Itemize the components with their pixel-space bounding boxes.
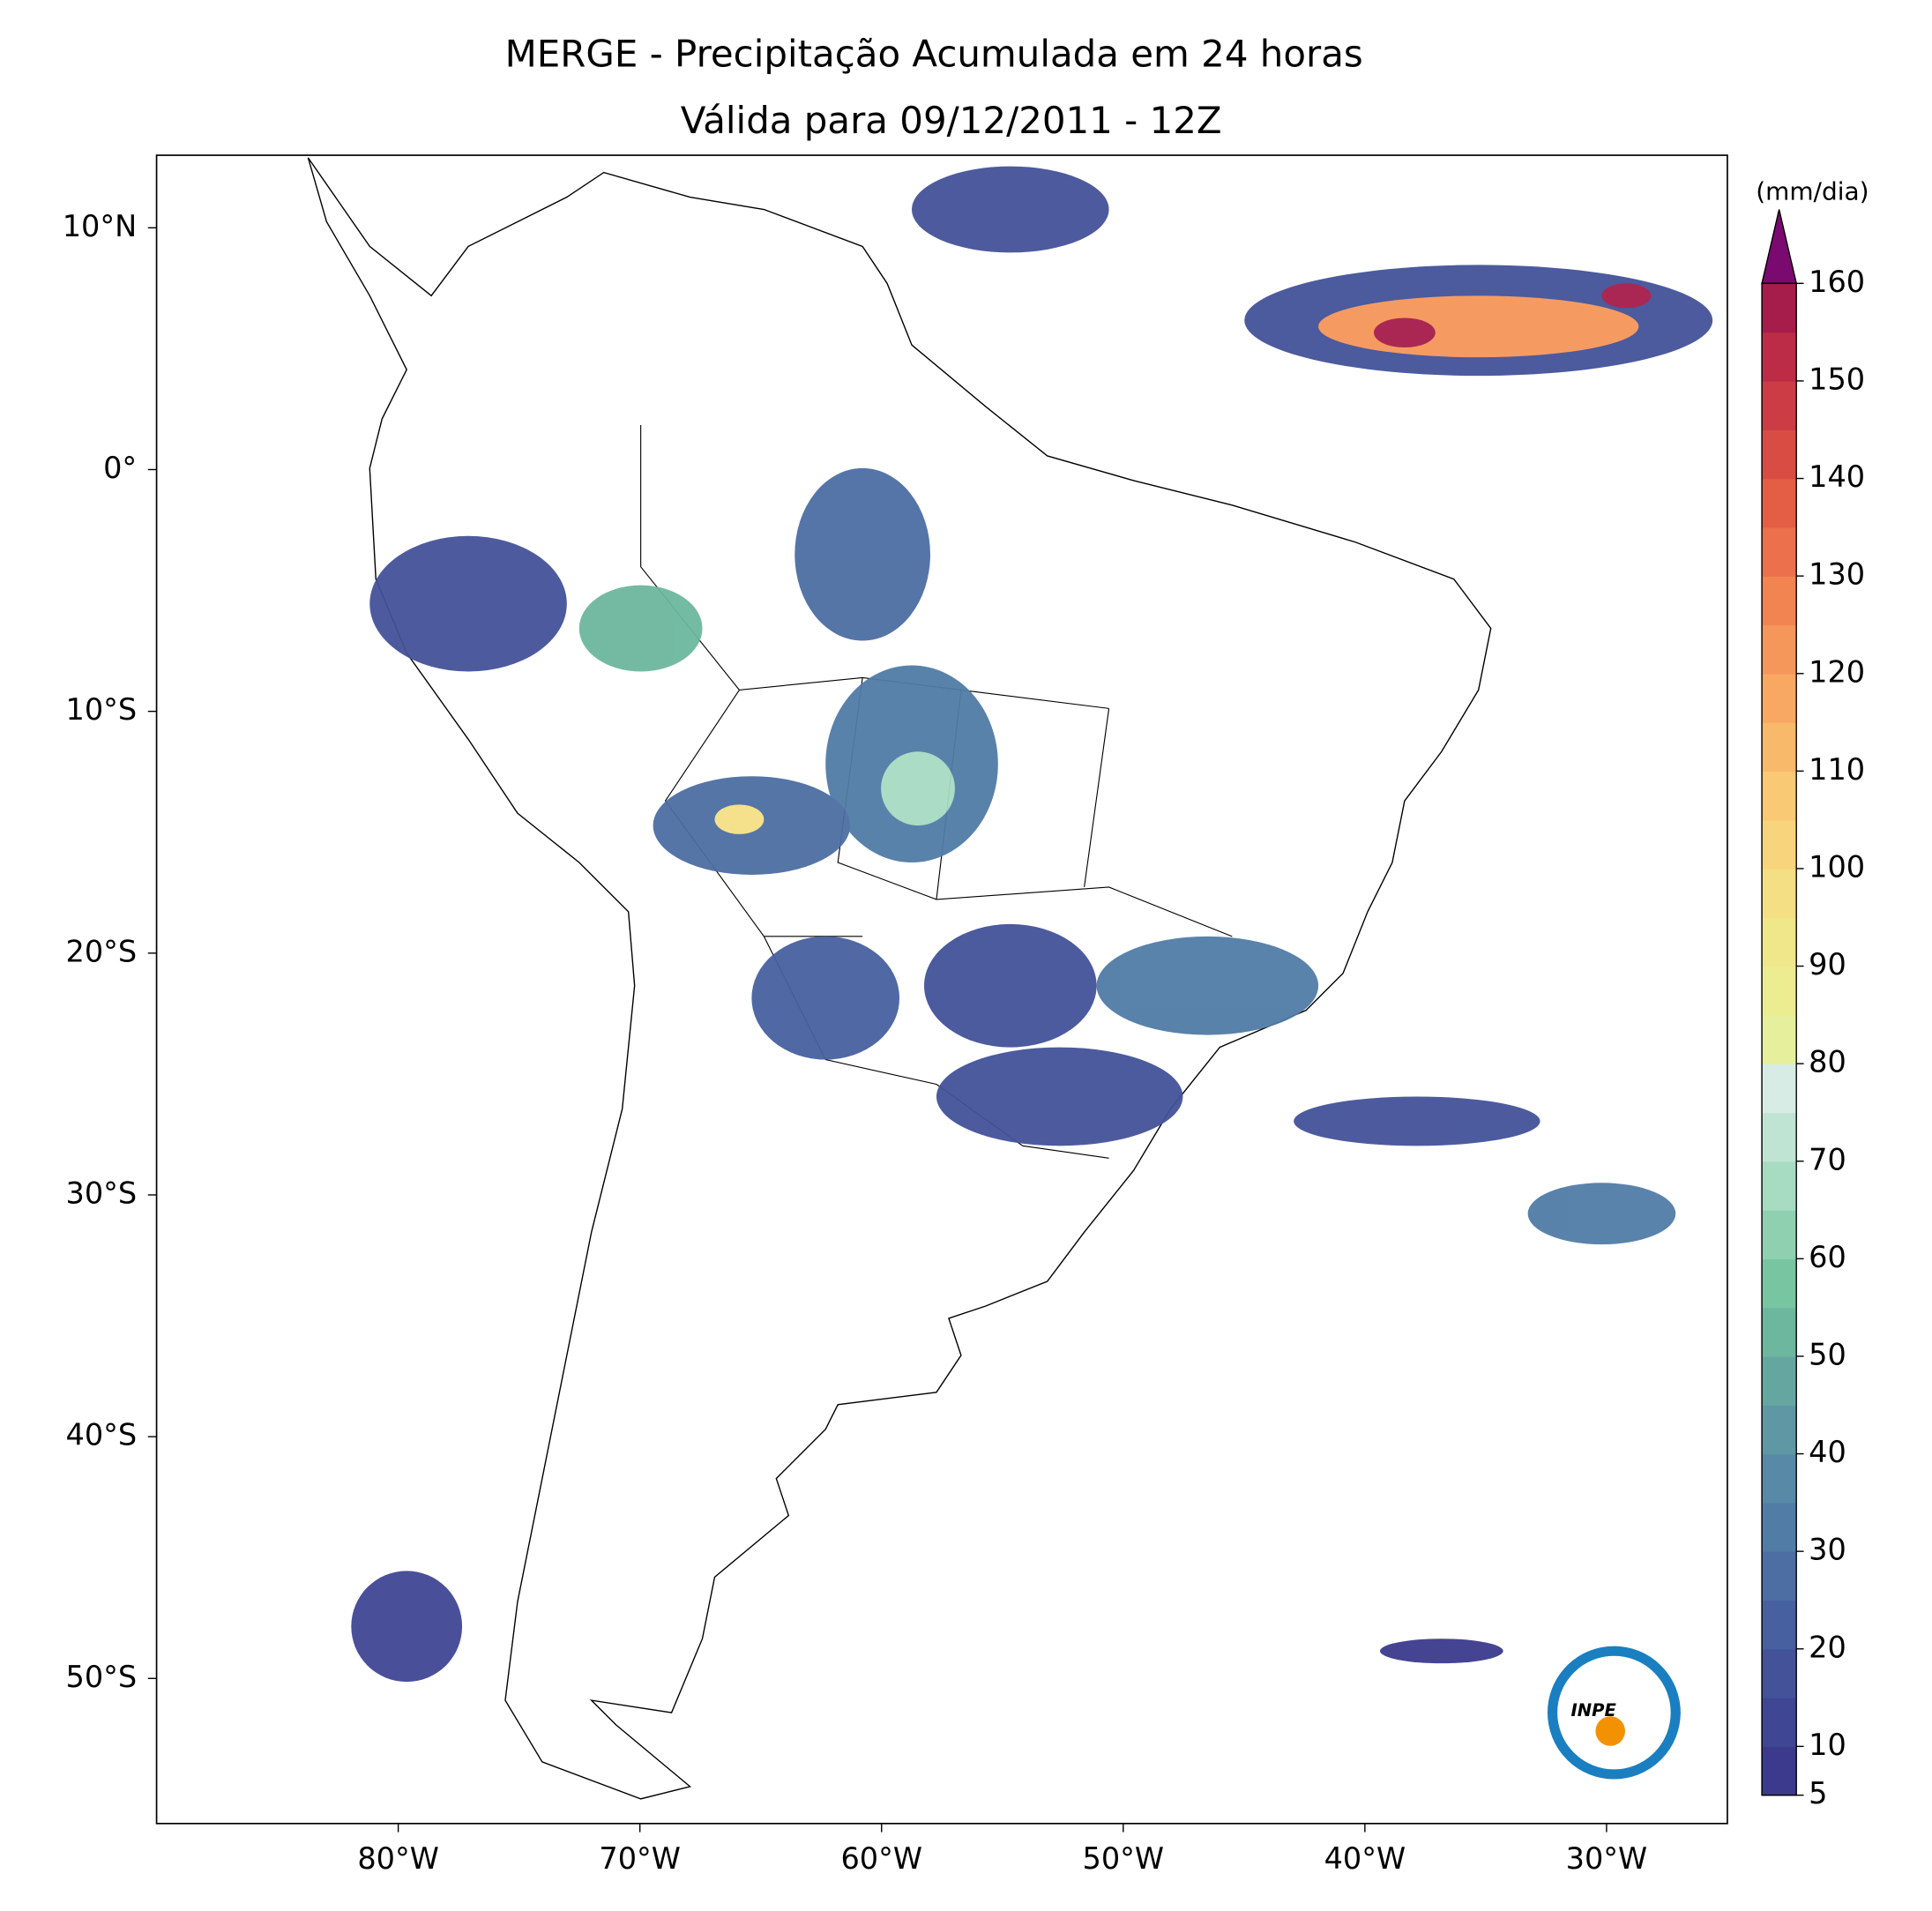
x-tick-label: 70°W	[599, 1841, 681, 1876]
x-tick-label: 30°W	[1566, 1841, 1648, 1876]
colorbar-band	[1762, 819, 1797, 870]
colorbar-band	[1762, 1453, 1797, 1504]
x-tick-label: 40°W	[1324, 1841, 1406, 1876]
colorbar-tick-label: 40	[1809, 1435, 1846, 1469]
colorbar-tick-label: 50	[1809, 1337, 1846, 1371]
colorbar-tick-label: 80	[1809, 1045, 1846, 1079]
colorbar-band	[1762, 1600, 1797, 1650]
colorbar-band	[1762, 673, 1797, 723]
colorbar-band	[1762, 1551, 1797, 1601]
colorbar-band	[1762, 380, 1797, 430]
map: INPE	[155, 154, 1728, 1825]
colorbar-band	[1762, 1210, 1797, 1260]
colorbar-tick-label: 160	[1809, 265, 1865, 299]
colorbar-tick-label: 90	[1809, 947, 1846, 982]
map-frame	[155, 154, 1728, 1825]
colorbar-extend	[1761, 209, 1798, 285]
colorbar-band	[1762, 1355, 1797, 1406]
colorbar-band	[1762, 1112, 1797, 1162]
colorbar-band	[1762, 722, 1797, 773]
colorbar: (mm/dia) 5 10 20 30 40 50 60 70 80 90 100 110 120 130…	[1756, 176, 1869, 1810]
colorbar-band	[1762, 526, 1797, 577]
y-tick-label: 40°S	[66, 1418, 138, 1452]
colorbar-tick-label: 10	[1809, 1728, 1846, 1762]
colorbar-band	[1762, 478, 1797, 528]
colorbar-band	[1762, 1064, 1797, 1114]
colorbar-band	[1762, 429, 1797, 480]
colorbar-band	[1762, 1307, 1797, 1357]
colorbar-band	[1762, 868, 1797, 918]
x-tick-label: 60°W	[840, 1841, 922, 1876]
colorbar-tick-label: 120	[1809, 654, 1865, 689]
colorbar-frame	[1761, 282, 1797, 1796]
y-tick-label: 50°S	[66, 1660, 138, 1694]
colorbar-tick-label: 60	[1809, 1240, 1846, 1274]
colorbar-band	[1762, 1746, 1797, 1796]
colorbar-band	[1762, 624, 1797, 675]
logo-text: INPE	[1571, 1700, 1617, 1721]
colorbar-tick-label: 20	[1809, 1630, 1846, 1664]
y-tick-label: 30°S	[66, 1176, 138, 1210]
colorbar-tick-label: 110	[1809, 752, 1865, 787]
colorbar-tick-label: 150	[1809, 362, 1865, 396]
inpe-logo: INPE	[1547, 1646, 1681, 1780]
colorbar-band	[1762, 771, 1797, 821]
title-line: Válida para 09/12/2011 - 12Z	[681, 99, 1222, 142]
y-tick-label: 0°	[103, 451, 137, 485]
colorbar-band	[1762, 1648, 1797, 1698]
colorbar-label: (mm/dia)	[1756, 176, 1869, 205]
colorbar-tick-label: 70	[1809, 1142, 1846, 1176]
x-tick-label: 80°W	[357, 1841, 439, 1876]
x-tick-label: 50°W	[1083, 1841, 1165, 1876]
colorbar-band	[1762, 332, 1797, 382]
colorbar-band	[1762, 1405, 1797, 1455]
colorbar-tick-label: 30	[1809, 1533, 1846, 1567]
title-line: MERGE - Precipitação Acumulada em 24 hor…	[505, 32, 1363, 75]
colorbar-tick-label: 130	[1809, 557, 1865, 592]
colorbar-band	[1762, 576, 1797, 626]
colorbar-band	[1762, 1502, 1797, 1552]
precipitation	[351, 166, 1713, 1683]
colorbar-tick-label: 5	[1809, 1776, 1827, 1810]
colorbar-band	[1762, 1698, 1797, 1748]
continent	[307, 157, 1492, 1800]
colorbar-tick-label: 100	[1809, 849, 1865, 884]
y-tick-label: 10°S	[66, 692, 138, 727]
y-tick-label: 20°S	[66, 934, 138, 968]
colorbar-band	[1762, 1014, 1797, 1064]
colorbar-band	[1762, 966, 1797, 1016]
colorbar-band	[1762, 1161, 1797, 1211]
colorbar-band	[1762, 917, 1797, 967]
colorbar-band	[1762, 1258, 1797, 1309]
colorbar-tick-label: 140	[1809, 459, 1865, 494]
colorbar-band	[1762, 283, 1797, 333]
y-tick-label: 10°N	[63, 209, 137, 243]
